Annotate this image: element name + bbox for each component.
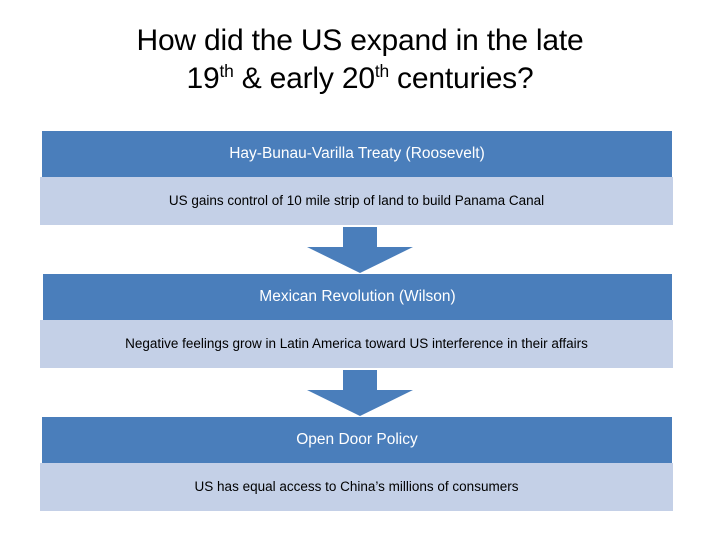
flow-step-1-body: US gains control of 10 mile strip of lan… (40, 177, 673, 225)
flow-step-2: Mexican Revolution (Wilson) Negative fee… (0, 274, 720, 368)
connector-2 (0, 368, 720, 417)
flow-step-3-body: US has equal access to China’s millions … (40, 463, 673, 511)
title-line-2-post: centuries? (388, 62, 534, 95)
down-arrow-icon (307, 370, 413, 416)
flow-step-1: Hay-Bunau-Varilla Treaty (Roosevelt) US … (0, 131, 720, 225)
page-title: How did the US expand in the late 19th &… (30, 22, 690, 98)
down-arrow-icon (307, 227, 413, 273)
title-line-2-pre: 19 (186, 62, 220, 95)
title-superscript-19th: th (219, 61, 234, 81)
title-line-2-mid: & early 20 (233, 62, 375, 95)
flow-step-3-header: Open Door Policy (42, 417, 672, 463)
flow-chart: Hay-Bunau-Varilla Treaty (Roosevelt) US … (0, 131, 720, 511)
flow-step-2-header: Mexican Revolution (Wilson) (43, 274, 672, 320)
flow-step-1-header: Hay-Bunau-Varilla Treaty (Roosevelt) (42, 131, 672, 177)
title-line-1: How did the US expand in the late (136, 24, 584, 57)
title-superscript-20th: th (374, 61, 389, 81)
flow-step-2-body: Negative feelings grow in Latin America … (40, 320, 673, 368)
flow-step-3: Open Door Policy US has equal access to … (0, 417, 720, 511)
connector-1 (0, 225, 720, 274)
